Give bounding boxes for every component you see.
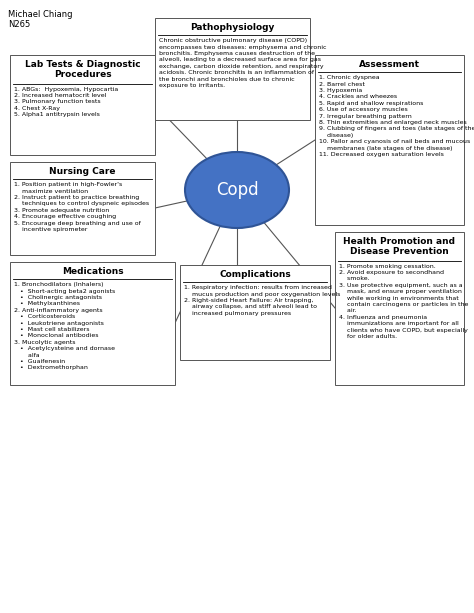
Text: Complications: Complications: [219, 270, 291, 279]
Text: N265: N265: [8, 20, 30, 29]
Ellipse shape: [185, 152, 289, 228]
FancyBboxPatch shape: [155, 18, 310, 120]
Text: Copd: Copd: [216, 181, 258, 199]
Text: Michael Chiang: Michael Chiang: [8, 10, 73, 19]
FancyBboxPatch shape: [10, 55, 155, 155]
Text: Assessment: Assessment: [359, 60, 420, 69]
FancyBboxPatch shape: [180, 265, 330, 360]
Text: 1. Position patient in high-Fowler's
    maximize ventilation
2. Instruct patien: 1. Position patient in high-Fowler's max…: [14, 182, 149, 232]
FancyBboxPatch shape: [335, 232, 464, 385]
Text: 1. Promote smoking cessation.
2. Avoid exposure to secondhand
    smoke.
3. Use : 1. Promote smoking cessation. 2. Avoid e…: [339, 264, 468, 339]
Text: Health Promotion and
Disease Prevention: Health Promotion and Disease Prevention: [344, 237, 456, 256]
Text: Chronic obstructive pulmonary disease (COPD)
encompasses two diseases: emphysema: Chronic obstructive pulmonary disease (C…: [159, 38, 327, 88]
Text: 1. Respiratory infection: results from increased
    mucus production and poor o: 1. Respiratory infection: results from i…: [184, 285, 340, 316]
Text: Nursing Care: Nursing Care: [49, 167, 116, 176]
Text: 1. Bronchodilators (Inhalers)
   •  Short-acting beta2 agonists
   •  Cholinergi: 1. Bronchodilators (Inhalers) • Short-ac…: [14, 282, 115, 370]
Text: Medications: Medications: [62, 267, 123, 276]
FancyBboxPatch shape: [315, 55, 464, 225]
Text: 1. Chronic dyspnea
2. Barrel chest
3. Hypoxemia
4. Crackles and wheezes
5. Rapid: 1. Chronic dyspnea 2. Barrel chest 3. Hy…: [319, 75, 474, 157]
Text: Lab Tests & Diagnostic
Procedures: Lab Tests & Diagnostic Procedures: [25, 60, 140, 80]
Text: 1. ABGs:  Hypoxemia, Hypocartia
2. Increased hematocrit level
3. Pulmonary funct: 1. ABGs: Hypoxemia, Hypocartia 2. Increa…: [14, 86, 118, 117]
Text: Pathophysiology: Pathophysiology: [191, 23, 275, 32]
FancyBboxPatch shape: [10, 162, 155, 255]
FancyBboxPatch shape: [10, 262, 175, 385]
